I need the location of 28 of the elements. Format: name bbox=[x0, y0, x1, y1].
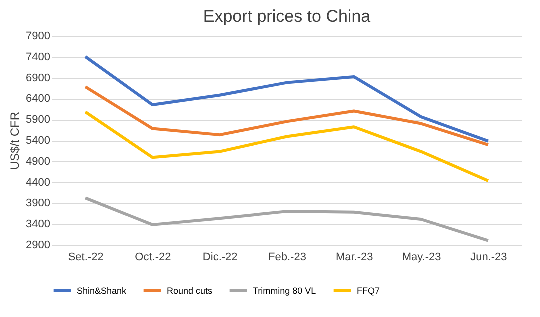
y-tick-label: 5900 bbox=[26, 114, 50, 126]
line-series bbox=[84, 55, 490, 143]
y-tick-label: 6400 bbox=[26, 93, 50, 106]
x-tick-label: Feb.-23 bbox=[268, 252, 306, 264]
line-series bbox=[84, 196, 490, 242]
x-tick-label: Set.-22 bbox=[68, 252, 104, 264]
legend-label: FFQ7 bbox=[357, 286, 380, 296]
line-series bbox=[84, 110, 490, 183]
y-tick-label: 4900 bbox=[26, 156, 50, 168]
y-tick-label: 4400 bbox=[26, 176, 50, 189]
y-tick-label: 5400 bbox=[26, 135, 50, 147]
y-tick-label: 6900 bbox=[26, 72, 50, 84]
y-tick-label: 7400 bbox=[26, 51, 50, 64]
y-axis-title: US$/t CFR bbox=[8, 112, 22, 170]
legend-label: Shin&Shank bbox=[77, 286, 128, 296]
x-tick-label: Mar.-23 bbox=[336, 252, 374, 264]
y-tick-label: 3900 bbox=[26, 198, 50, 210]
x-tick-label: May.-23 bbox=[402, 252, 442, 264]
x-tick-label: Oct.-22 bbox=[135, 252, 172, 264]
legend-label: Trimming 80 VL bbox=[253, 286, 316, 296]
y-tick-label: 7900 bbox=[26, 30, 50, 42]
y-tick-label: 3400 bbox=[26, 218, 50, 231]
chart-title: Export prices to China bbox=[203, 7, 372, 26]
line-series bbox=[84, 85, 490, 147]
x-tick-label: Dic.-22 bbox=[202, 252, 238, 264]
legend-label: Round cuts bbox=[167, 286, 214, 296]
y-tick-label: 2900 bbox=[26, 240, 50, 252]
x-tick-label: Jun.-23 bbox=[470, 252, 508, 264]
